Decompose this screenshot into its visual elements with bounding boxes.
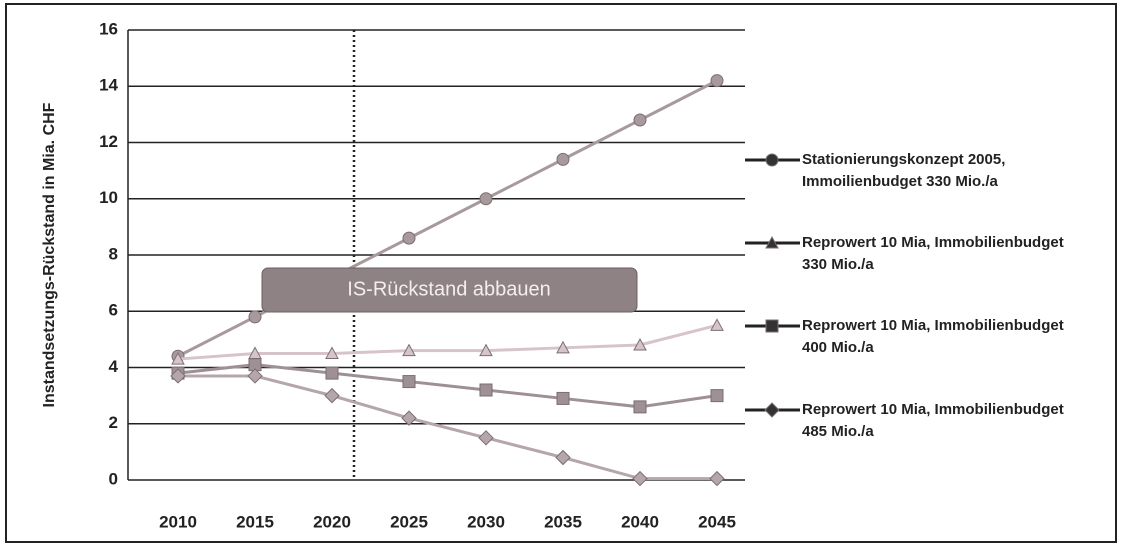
point: [324, 387, 340, 404]
y-tick-label: 8: [109, 244, 118, 263]
point: [402, 375, 416, 389]
point: [402, 343, 416, 357]
point: [710, 389, 724, 403]
point: [170, 368, 186, 384]
y-axis-label: Instandsetzungs-Rückstand in Mia. CHF: [41, 102, 58, 407]
y-tick-label: 16: [99, 19, 118, 38]
point: [248, 310, 262, 324]
series-line: [178, 374, 717, 481]
point: [555, 449, 571, 466]
point: [401, 410, 417, 426]
series-line: [177, 363, 718, 409]
x-tick-label: 2035: [544, 512, 582, 531]
x-tick-label: 2045: [698, 512, 736, 531]
point: [556, 152, 570, 166]
legend-label: Reprowert 10 Mia, Immobilienbudget 400 M…: [802, 317, 1064, 356]
point: [479, 192, 493, 206]
point: [402, 231, 416, 245]
y-tick-label: 14: [99, 76, 118, 95]
point: [633, 113, 647, 127]
x-tick-label: 2015: [236, 512, 274, 531]
point: [479, 343, 493, 357]
point: [765, 153, 779, 167]
point: [632, 470, 648, 487]
x-tick-label: 2020: [313, 512, 351, 531]
x-tick-label: 2040: [621, 512, 659, 531]
point: [479, 383, 493, 397]
y-tick-label: 0: [109, 469, 118, 488]
y-tick-label: 10: [99, 188, 118, 207]
point: [710, 318, 724, 331]
point: [247, 368, 263, 384]
point: [765, 319, 779, 333]
series-line: [177, 323, 718, 361]
point: [709, 470, 725, 487]
legend-label: Reprowert 10 Mia, Immobilienbudget 485 M…: [802, 401, 1064, 440]
point: [710, 74, 724, 88]
point: [633, 337, 647, 351]
frame: [5, 3, 1117, 543]
x-tick-label: 2030: [467, 512, 505, 531]
y-tick-label: 6: [109, 301, 118, 320]
point: [556, 391, 570, 405]
annotation: IS-Rückstand abbauen: [347, 278, 550, 300]
legend-label: Stationierungskonzept 2005, Immoilienbud…: [802, 151, 1006, 190]
point: [633, 400, 647, 414]
point: [478, 430, 494, 446]
point: [171, 352, 185, 365]
point: [556, 340, 570, 354]
y-tick-label: 12: [99, 132, 118, 151]
point: [325, 366, 339, 380]
point: [325, 346, 339, 359]
point: [764, 402, 780, 418]
annotation-box: [261, 267, 638, 313]
y-tick-label: 4: [109, 357, 119, 376]
legend-label: Reprowert 10 Mia, Immobilienbudget 330 M…: [802, 234, 1064, 273]
x-tick-label: 2010: [159, 512, 197, 531]
point: [765, 235, 779, 249]
y-tick-label: 2: [109, 413, 118, 432]
x-tick-label: 2025: [390, 512, 428, 531]
